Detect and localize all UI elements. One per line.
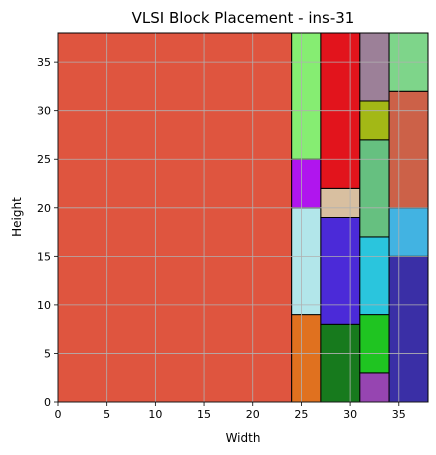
x-tick-label: 35 [392,408,406,421]
block-2 [291,314,322,403]
y-tick-label: 35 [37,56,51,69]
x-tick-label: 30 [343,408,357,421]
y-axis-ticks: 0 5 10 15 20 25 30 35 [37,56,58,409]
block-15 [359,32,390,102]
y-axis-label: Height [10,197,24,237]
x-tick-label: 20 [246,408,260,421]
x-tick-label: 5 [103,408,110,421]
block-10 [359,372,390,403]
block-8 [320,187,361,219]
y-tick-label: 10 [37,299,51,312]
block-4 [291,158,322,209]
block-7 [320,217,361,325]
y-tick-label: 20 [37,202,51,215]
y-tick-label: 25 [37,153,51,166]
block-5 [291,32,322,160]
plot-frame [57,32,429,403]
y-tick-label: 5 [44,347,51,360]
block-14 [359,100,390,141]
x-tick-label: 25 [294,408,308,421]
block-3 [291,207,322,316]
y-tick-label: 0 [44,396,51,409]
x-axis-label: Width [226,431,261,445]
x-axis-ticks: 0 5 10 15 20 25 30 35 [55,402,406,421]
x-tick-label: 15 [197,408,211,421]
chart-title: VLSI Block Placement - ins-31 [132,9,355,27]
block-12 [359,236,390,316]
y-tick-label: 15 [37,250,51,263]
block-13 [359,139,390,238]
block-11 [359,314,390,374]
block-6 [320,323,361,403]
x-tick-label: 0 [55,408,62,421]
block-16 [388,255,429,403]
block-18 [388,90,429,209]
blocks-layer [57,32,429,403]
y-tick-label: 30 [37,105,51,118]
block-1 [57,32,293,403]
x-tick-label: 10 [148,408,162,421]
block-17 [388,207,429,257]
